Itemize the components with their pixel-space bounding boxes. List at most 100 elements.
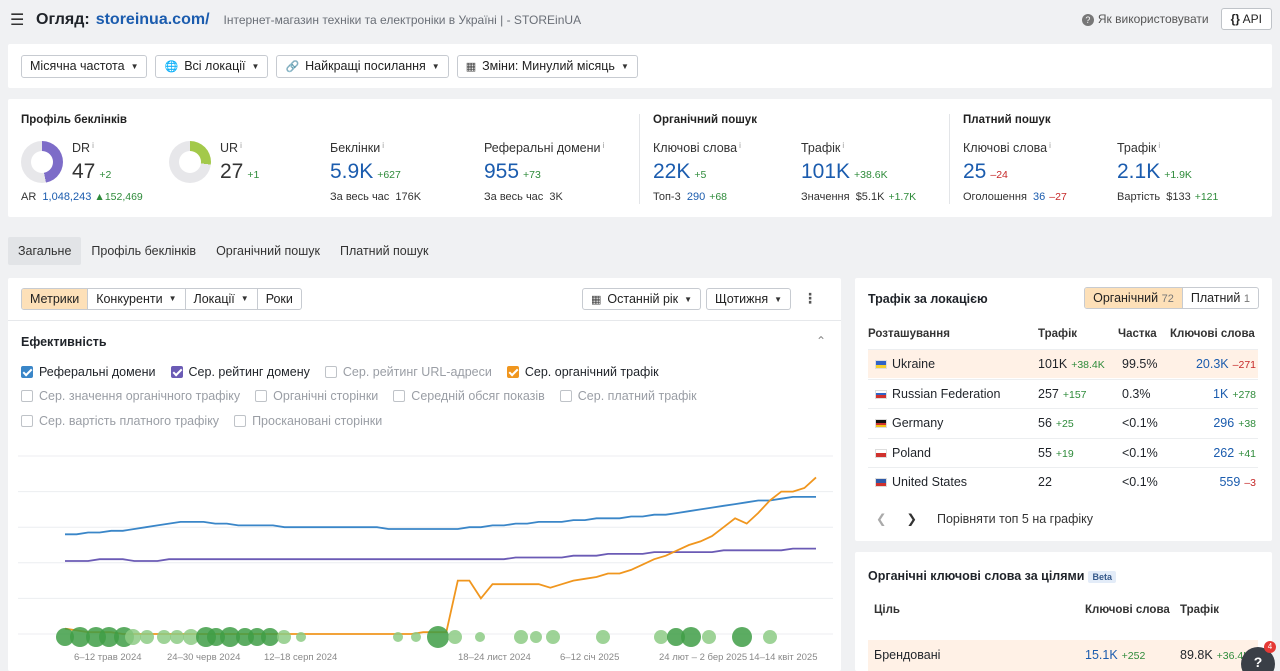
event-marker[interactable] bbox=[596, 630, 610, 644]
country-keywords[interactable]: 559 –3 bbox=[1219, 475, 1256, 490]
event-marker[interactable] bbox=[393, 632, 403, 642]
checkbox-avg-organic-traffic[interactable]: Сер. органічний трафік bbox=[506, 365, 659, 379]
event-marker[interactable] bbox=[220, 627, 240, 647]
table-row[interactable]: Russian Federation 257 +157 0.3% 1K +278 bbox=[868, 378, 1258, 408]
changes-dropdown[interactable]: ▦ Зміни: Минулий місяць ▼ bbox=[456, 54, 638, 78]
segment-metrics[interactable]: Метрики bbox=[22, 289, 89, 309]
toggle-paid[interactable]: Платний 1 bbox=[1190, 291, 1250, 305]
country-name[interactable]: Germany bbox=[892, 416, 944, 431]
country-name[interactable]: United States bbox=[892, 475, 968, 490]
event-marker[interactable] bbox=[70, 627, 90, 647]
api-button[interactable]: {} API bbox=[1220, 8, 1272, 30]
country-name[interactable]: Russian Federation bbox=[892, 386, 1001, 401]
country-name[interactable]: Ukraine bbox=[892, 357, 936, 371]
toggle-organic[interactable]: Органічний 72 bbox=[1085, 288, 1183, 308]
chevron-up-icon[interactable]: ⌃ bbox=[815, 334, 826, 348]
refdomains-value[interactable]: 955 +73 bbox=[484, 160, 541, 183]
country-keywords[interactable]: 1K +278 bbox=[1213, 386, 1256, 401]
performance-chart[interactable]: 6–12 трав 2024 24–30 черв 2024 12–18 серп … bbox=[8, 446, 841, 671]
event-marker[interactable] bbox=[140, 630, 154, 644]
checkbox-avg-domain-rating[interactable]: Сер. рейтинг домену bbox=[170, 365, 310, 379]
column-keywords[interactable]: Ключові слова bbox=[1170, 328, 1255, 340]
compare-link[interactable]: Порівняти топ 5 на графіку bbox=[936, 512, 1094, 526]
event-marker[interactable] bbox=[427, 626, 449, 648]
column-traffic[interactable]: Трафік bbox=[1038, 328, 1078, 340]
ur-value[interactable]: 27 +1 bbox=[220, 160, 260, 183]
menu-icon[interactable]: ☰ bbox=[10, 12, 25, 29]
chevron-right-icon[interactable]: ❯ bbox=[906, 512, 917, 526]
segment-locations[interactable]: Локації ▼ bbox=[186, 289, 258, 309]
event-marker[interactable] bbox=[530, 631, 542, 643]
series-line-0[interactable] bbox=[65, 496, 816, 536]
checkbox-organic-pages[interactable]: Органічні сторінки bbox=[255, 389, 378, 403]
event-marker[interactable] bbox=[667, 628, 685, 646]
help-link[interactable]: ? Як використовувати bbox=[1081, 12, 1209, 26]
checkbox-crawled-pages[interactable]: Проскановані сторінки bbox=[234, 414, 382, 428]
table-row[interactable]: Poland 55 +19 <0.1% 262 +41 bbox=[868, 437, 1258, 467]
event-marker[interactable] bbox=[702, 630, 716, 644]
event-marker[interactable] bbox=[763, 630, 777, 644]
table-row[interactable]: Ukraine 101K +38.4K 99.5% 20.3K –271 bbox=[868, 349, 1258, 378]
frequency-dropdown[interactable]: Місячна частота ▼ bbox=[21, 54, 148, 78]
segment-competitors[interactable]: Конкуренти ▼ bbox=[88, 289, 186, 309]
event-marker[interactable] bbox=[183, 629, 199, 645]
tab-overview[interactable]: Загальне bbox=[8, 237, 82, 265]
event-marker[interactable] bbox=[277, 630, 291, 644]
event-marker[interactable] bbox=[207, 628, 225, 646]
event-marker[interactable] bbox=[732, 627, 752, 647]
event-marker[interactable] bbox=[170, 630, 184, 644]
event-marker[interactable] bbox=[296, 632, 306, 642]
checkbox-avg-url-rating[interactable]: Сер. рейтинг URL-адреси bbox=[324, 365, 492, 379]
table-row[interactable]: United States 22 <0.1% 559 –3 bbox=[868, 467, 1258, 496]
event-marker[interactable] bbox=[157, 630, 171, 644]
checkbox-avg-impressions[interactable]: Середній обсяг показів bbox=[393, 389, 545, 403]
event-marker[interactable] bbox=[99, 627, 119, 647]
event-marker[interactable] bbox=[448, 630, 462, 644]
event-marker[interactable] bbox=[248, 628, 266, 646]
country-keywords[interactable]: 20.3K –271 bbox=[1195, 357, 1256, 371]
organic-keywords-value[interactable]: 22K +5 bbox=[653, 160, 707, 183]
checkbox-referring-domains[interactable]: Реферальні домени bbox=[21, 365, 156, 379]
event-marker[interactable] bbox=[125, 629, 141, 645]
tab-backlink-profile[interactable]: Профіль беклінків bbox=[91, 244, 197, 258]
column-intent[interactable]: Ціль bbox=[874, 604, 900, 616]
table-row[interactable]: Germany 56 +25 <0.1% 296 +38 bbox=[868, 408, 1258, 437]
paid-traffic-value[interactable]: 2.1K +1.9K bbox=[1117, 160, 1192, 183]
event-marker[interactable] bbox=[475, 632, 485, 642]
segment-years[interactable]: Роки bbox=[265, 292, 293, 306]
ar-value[interactable]: 1,048,243 bbox=[42, 191, 92, 203]
interval-dropdown[interactable]: Щотижня ▼ bbox=[706, 288, 792, 310]
event-marker[interactable] bbox=[514, 630, 528, 644]
links-dropdown[interactable]: 🔗 Найкращі посилання ▼ bbox=[276, 54, 449, 78]
organic-traffic-value[interactable]: 101K +38.6K bbox=[801, 160, 888, 183]
table-row[interactable]: Брендовані 15.1K +252 89.8K +36.4K bbox=[868, 640, 1258, 671]
checkbox-avg-paid-cost[interactable]: Сер. вартість платного трафіку bbox=[21, 414, 219, 428]
tab-organic-search[interactable]: Органічний пошук bbox=[216, 244, 320, 258]
column-location[interactable]: Розташування bbox=[868, 328, 950, 340]
event-marker[interactable] bbox=[261, 628, 279, 646]
series-line-2[interactable] bbox=[64, 476, 817, 635]
column-traffic[interactable]: Трафік bbox=[1180, 604, 1220, 616]
intent-keywords[interactable]: 15.1K +252 bbox=[1085, 648, 1146, 662]
column-share[interactable]: Частка bbox=[1118, 328, 1157, 340]
event-marker[interactable] bbox=[56, 628, 74, 646]
country-name[interactable]: Poland bbox=[892, 445, 931, 460]
paid-keywords-value[interactable]: 25 –24 bbox=[963, 160, 1008, 183]
domain-link[interactable]: storeinua.com/ bbox=[95, 11, 210, 28]
chevron-left-icon[interactable]: ❮ bbox=[876, 512, 887, 526]
dr-value[interactable]: 47 +2 bbox=[72, 160, 112, 183]
event-marker[interactable] bbox=[411, 632, 421, 642]
country-keywords[interactable]: 296 +38 bbox=[1213, 416, 1256, 431]
event-marker[interactable] bbox=[546, 630, 560, 644]
period-dropdown[interactable]: ▦ Останній рік ▼ bbox=[582, 288, 702, 310]
series-line-1[interactable] bbox=[65, 547, 816, 562]
locations-dropdown[interactable]: 🌐 Всі локації ▼ bbox=[155, 54, 269, 78]
event-marker[interactable] bbox=[681, 627, 701, 647]
backlinks-value[interactable]: 5.9K +627 bbox=[330, 160, 401, 183]
country-keywords[interactable]: 262 +41 bbox=[1213, 445, 1256, 460]
checkbox-avg-paid-traffic[interactable]: Сер. платний трафік bbox=[559, 389, 697, 403]
column-keywords[interactable]: Ключові слова bbox=[1085, 604, 1170, 616]
event-marker[interactable] bbox=[654, 630, 668, 644]
checkbox-organic-traffic-value[interactable]: Сер. значення органічного трафіку bbox=[21, 389, 240, 403]
tab-paid-search[interactable]: Платний пошук bbox=[340, 244, 429, 258]
